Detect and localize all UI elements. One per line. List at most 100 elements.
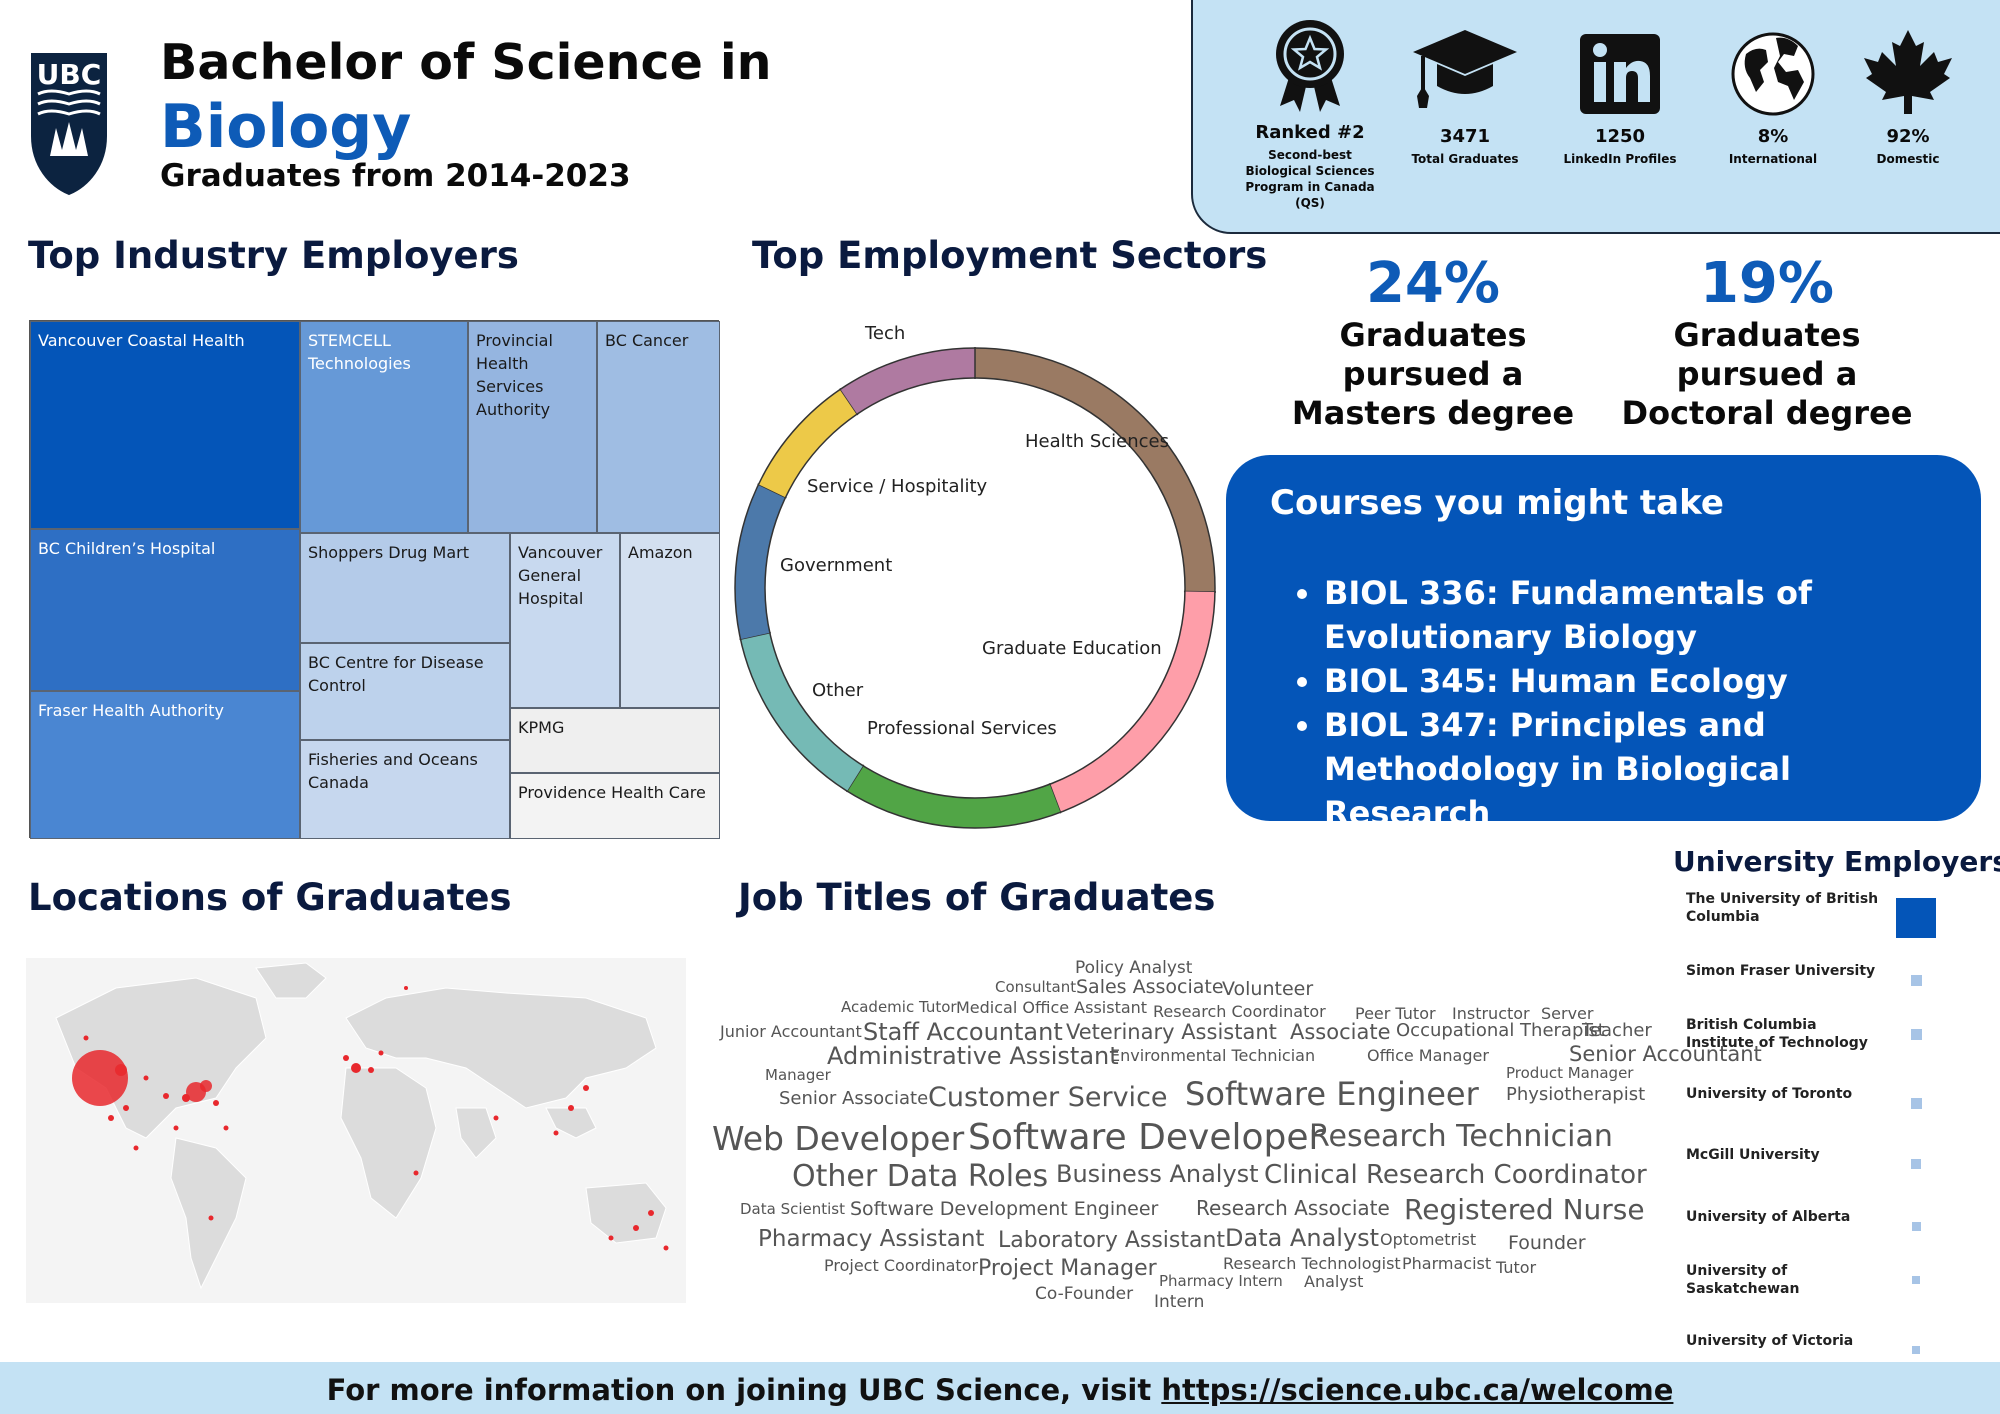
- map-point: [568, 1105, 574, 1111]
- treemap-label: Providence Health Care: [518, 783, 706, 802]
- stat-value: 8%: [1757, 126, 1789, 147]
- treemap-label: Vancouver Coastal Health: [38, 331, 245, 350]
- donut-slice: [974, 348, 1215, 592]
- treemap-label: BC Children’s Hospital: [38, 539, 216, 558]
- wordcloud-word: Registered Nurse: [1404, 1193, 1645, 1226]
- wordcloud-word: Software Development Engineer: [850, 1198, 1159, 1220]
- university-name: The University of British Columbia: [1686, 891, 1879, 925]
- footer-link[interactable]: https://science.ubc.ca/welcome: [1161, 1373, 1674, 1407]
- university-name: British Columbia Institute of Technology: [1686, 1017, 1868, 1051]
- treemap-label: BC Centre for Disease Control: [308, 653, 484, 695]
- wordcloud-word: Other Data Roles: [792, 1159, 1049, 1194]
- wordcloud-word: Manager: [765, 1066, 831, 1084]
- stat-value: 1250: [1594, 126, 1646, 147]
- stat-label: Domestic: [1876, 152, 1940, 166]
- wordcloud-word: Tutor: [1496, 1258, 1537, 1277]
- footer-text: For more information on joining UBC Scie…: [326, 1373, 1162, 1407]
- course-item: BIOL 345: Human Ecology: [1324, 659, 1954, 703]
- logo-text: UBC: [37, 58, 102, 91]
- treemap-cell: Vancouver Coastal Health: [30, 321, 300, 529]
- stats-panel: Ranked #2 Second-best Biological Science…: [1191, 0, 2000, 234]
- doctoral-stat: 19% Graduates pursued a Doctoral degree: [1602, 252, 1932, 433]
- wordcloud-word: Pharmacist: [1402, 1254, 1492, 1273]
- doctoral-text-line2: pursued a: [1676, 355, 1858, 393]
- treemap-label: Fisheries and Oceans Canada: [308, 750, 478, 792]
- stat-ranking: Ranked #2 Second-best Biological Science…: [1235, 16, 1385, 211]
- map-land: [55, 962, 667, 1290]
- donut-label: Government: [780, 555, 892, 576]
- map-point: [404, 986, 408, 990]
- map-point: [343, 1055, 349, 1061]
- map-point: [115, 1064, 127, 1076]
- stat-label: Total Graduates: [1411, 152, 1519, 166]
- map-point: [123, 1105, 129, 1111]
- graduate-locations-map: [26, 958, 686, 1303]
- title-line1: Bachelor of Science in: [160, 34, 772, 91]
- treemap-label: Fraser Health Authority: [38, 701, 224, 720]
- university-name: University of Alberta: [1686, 1209, 1851, 1225]
- stat-linkedin: 1250 LinkedIn Profiles: [1545, 16, 1695, 167]
- wordcloud-word: Academic Tutor: [841, 998, 957, 1016]
- heading-university-employers: University Employers: [1673, 845, 2000, 878]
- wordcloud-word: Product Manager: [1506, 1064, 1634, 1082]
- map-point: [378, 1050, 384, 1056]
- treemap-cell: Providence Health Care: [510, 773, 720, 839]
- treemap-cell: Vancouver General Hospital: [510, 533, 620, 708]
- map-point: [413, 1170, 419, 1176]
- wordcloud-word: Data Scientist: [740, 1200, 845, 1218]
- wordcloud-word: Research Coordinator: [1153, 1002, 1326, 1021]
- heading-job-titles: Job Titles of Graduates: [738, 876, 1216, 919]
- footer: For more information on joining UBC Scie…: [0, 1362, 2000, 1414]
- courses-list: BIOL 336: Fundamentals of Evolutionary B…: [1324, 571, 1954, 835]
- course-item: BIOL 347: Principles and Methodology in …: [1324, 703, 1954, 835]
- donut-outline: [764, 377, 1186, 799]
- treemap-label: STEMCELL Technologies: [308, 331, 411, 373]
- map-point: [182, 1094, 190, 1102]
- university-mark: [1911, 1221, 1921, 1231]
- wordcloud-word: Sales Associate: [1076, 976, 1224, 998]
- wordcloud-word: Medical Office Assistant: [956, 998, 1148, 1017]
- treemap-label: Provincial Health Services Authority: [476, 331, 553, 419]
- wordcloud-word: Senior Accountant: [1569, 1042, 1762, 1066]
- treemap-label: BC Cancer: [605, 331, 689, 350]
- page-subtitle: Graduates from 2014-2023: [160, 158, 631, 194]
- donut-label: Professional Services: [867, 718, 1057, 739]
- wordcloud-word: Data Analyst: [1225, 1224, 1380, 1252]
- wordcloud-word: Consultant: [995, 978, 1077, 996]
- wordcloud-word: Web Developer: [712, 1119, 965, 1158]
- donut-slice: [847, 765, 1061, 828]
- heading-top-employers: Top Industry Employers: [28, 234, 519, 277]
- map-point: [663, 1245, 669, 1251]
- map-point: [583, 1085, 589, 1091]
- graduation-cap-icon: [1413, 30, 1517, 108]
- wordcloud-word: Physiotherapist: [1506, 1084, 1646, 1105]
- donut-slice-divider: [845, 764, 865, 793]
- wordcloud-word: Customer Service: [928, 1082, 1168, 1113]
- wordcloud-word: Staff Accountant: [863, 1018, 1063, 1046]
- stat-value: Ranked #2: [1255, 122, 1365, 143]
- wordcloud-word: Veterinary Assistant: [1066, 1020, 1277, 1044]
- donut-outline: [734, 347, 1216, 829]
- doctoral-text-line3: Doctoral degree: [1621, 394, 1913, 432]
- stat-value: 92%: [1886, 126, 1930, 147]
- donut-label: Service / Hospitality: [807, 476, 988, 497]
- map-point-montreal: [200, 1080, 212, 1092]
- map-point: [83, 1035, 89, 1041]
- university-mark: [1912, 1276, 1920, 1284]
- treemap-cell: BC Centre for Disease Control: [300, 643, 510, 740]
- maple-leaf-icon: [1864, 30, 1952, 114]
- map-point: [608, 1235, 614, 1241]
- wordcloud-word: Volunteer: [1222, 978, 1314, 1000]
- map-point: [163, 1093, 169, 1099]
- map-point: [633, 1225, 639, 1231]
- wordcloud-word: Peer Tutor: [1355, 1004, 1436, 1023]
- donut-label: Health Sciences: [1025, 431, 1169, 452]
- university-name: University of Victoria: [1686, 1333, 1854, 1349]
- university-name: Simon Fraser University: [1686, 963, 1876, 979]
- wordcloud-word: Research Associate: [1196, 1196, 1390, 1220]
- donut-label: Other: [812, 680, 864, 701]
- sectors-donut-chart: Health Sciences Graduate Education Profess…: [734, 323, 1216, 829]
- donut-label: Graduate Education: [982, 638, 1162, 659]
- doctoral-text-line1: Graduates: [1673, 316, 1861, 354]
- wordcloud-word: Administrative Assistant: [827, 1042, 1119, 1070]
